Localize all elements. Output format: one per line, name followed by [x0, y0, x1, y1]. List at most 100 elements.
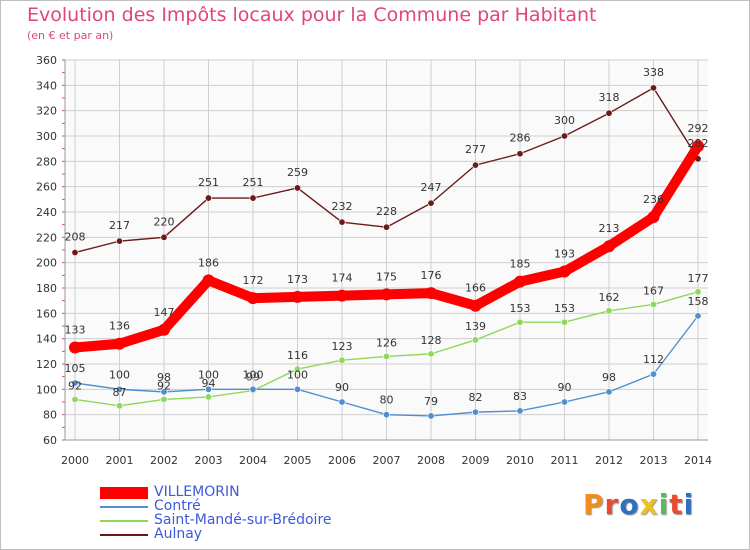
data-point-3	[649, 84, 657, 92]
data-point-1	[160, 388, 168, 396]
data-point-2	[560, 318, 568, 326]
data-point-3	[471, 161, 479, 169]
data-label-2: 99	[246, 371, 260, 384]
data-label-3: 220	[154, 215, 175, 228]
logo-letter: r	[604, 488, 620, 521]
y-tick-label: 60	[43, 434, 57, 447]
data-point-1	[560, 398, 568, 406]
data-point-1	[471, 408, 479, 416]
data-point-2	[471, 336, 479, 344]
data-point-3	[249, 194, 257, 202]
data-label-0: 175	[376, 270, 397, 283]
data-label-3: 259	[287, 166, 308, 179]
data-label-2: 167	[643, 284, 664, 297]
x-tick-label: 2012	[595, 454, 623, 467]
data-point-0	[558, 265, 571, 278]
data-label-1: 90	[558, 381, 572, 394]
data-point-0	[603, 240, 615, 253]
x-tick-label: 2005	[284, 454, 312, 467]
data-label-1: 83	[513, 390, 527, 403]
data-label-1: 100	[287, 368, 308, 381]
y-tick-label: 100	[36, 383, 57, 396]
data-point-1	[427, 412, 435, 420]
data-label-1: 90	[335, 381, 349, 394]
data-point-2	[649, 300, 657, 308]
legend-swatch-saint-mande	[100, 520, 148, 522]
data-label-1: 100	[109, 368, 130, 381]
data-label-0: 186	[198, 256, 219, 269]
y-tick-label: 320	[36, 105, 57, 118]
data-label-0: 136	[109, 320, 130, 333]
data-point-2	[694, 288, 702, 296]
data-label-1: 100	[198, 368, 219, 381]
y-tick-label: 220	[36, 231, 57, 244]
data-point-1	[71, 379, 79, 387]
data-point-0	[692, 140, 704, 153]
data-point-1	[649, 370, 657, 378]
data-label-3: 251	[243, 176, 264, 189]
data-point-1	[605, 388, 613, 396]
data-label-1: 100	[243, 368, 264, 381]
data-label-0: 292	[688, 122, 709, 135]
data-label-0: 193	[554, 248, 575, 261]
chart-title: Evolution des Impôts locaux pour la Comm…	[27, 4, 597, 26]
legend-label-aulnay: Aulnay	[154, 526, 203, 542]
legend-swatch-aulnay	[100, 534, 148, 536]
data-label-3: 208	[65, 231, 86, 244]
data-point-2	[116, 402, 124, 410]
legend-label-contre: Contré	[154, 498, 201, 514]
data-point-0	[514, 275, 526, 288]
data-point-2	[205, 393, 213, 401]
data-label-1: 112	[643, 353, 664, 366]
data-label-2: 153	[554, 302, 575, 315]
data-label-3: 300	[554, 114, 575, 127]
legend-label-villemorin: VILLEMORIN	[154, 484, 240, 500]
chart-subtitle: (en € et par an)	[27, 29, 114, 42]
data-label-3: 217	[109, 219, 130, 232]
data-label-2: 92	[68, 379, 82, 392]
data-label-2: 128	[421, 334, 442, 347]
y-tick-label: 160	[36, 307, 57, 320]
data-label-2: 126	[376, 336, 397, 349]
data-point-2	[427, 350, 435, 358]
data-point-1	[694, 312, 702, 320]
data-label-2: 177	[688, 272, 709, 285]
data-point-3	[205, 194, 213, 202]
data-point-3	[71, 249, 79, 257]
y-tick-label: 300	[36, 130, 57, 143]
data-point-3	[605, 109, 613, 117]
data-label-3: 282	[688, 137, 709, 150]
data-label-1: 82	[469, 391, 483, 404]
data-label-1: 158	[688, 295, 709, 308]
data-label-0: 173	[287, 273, 308, 286]
data-point-2	[338, 356, 346, 364]
data-label-3: 228	[376, 205, 397, 218]
data-point-0	[69, 341, 81, 354]
y-tick-label: 340	[36, 79, 57, 92]
data-label-0: 236	[643, 193, 664, 206]
legend-swatch-villemorin	[100, 487, 148, 499]
data-label-1: 98	[602, 371, 616, 384]
data-label-2: 162	[599, 291, 620, 304]
data-label-3: 251	[198, 176, 219, 189]
data-label-1: 80	[380, 394, 394, 407]
data-point-0	[469, 299, 482, 312]
data-label-1: 79	[424, 395, 438, 408]
x-tick-label: 2003	[195, 454, 223, 467]
data-point-2	[605, 307, 613, 315]
logo-letter: i	[683, 488, 695, 521]
data-label-0: 166	[465, 282, 486, 295]
x-tick-label: 2008	[417, 454, 445, 467]
data-label-0: 172	[243, 274, 264, 287]
data-point-1	[205, 385, 213, 393]
x-tick-label: 2004	[239, 454, 267, 467]
data-point-0	[291, 290, 304, 303]
y-tick-label: 260	[36, 181, 57, 194]
data-label-0: 133	[65, 324, 86, 337]
data-point-0	[380, 288, 393, 301]
data-point-3	[160, 233, 168, 241]
data-label-2: 139	[465, 320, 486, 333]
x-tick-label: 2007	[373, 454, 401, 467]
data-point-3	[116, 237, 124, 245]
y-tick-label: 200	[36, 257, 57, 270]
